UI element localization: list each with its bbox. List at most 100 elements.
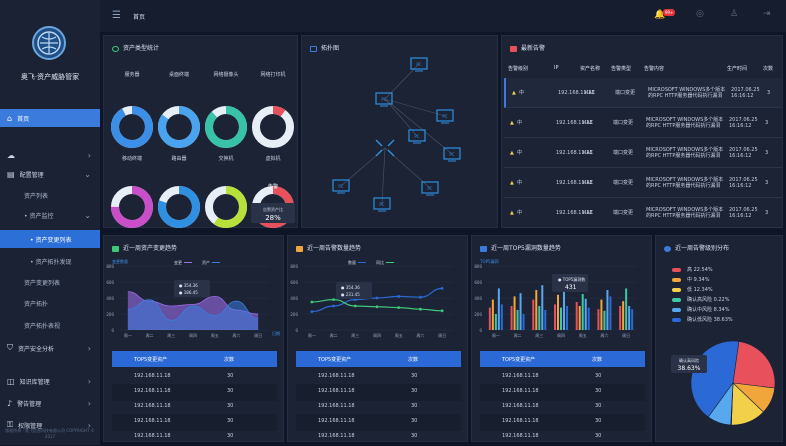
top5-vuln-chart[interactable]: 0 200 400 600 800 周一 周二 周三 周四 周五 周六 周日 TOP5漏洞 ● TOP5漏… <box>472 250 653 346</box>
top5-table-row[interactable]: 192.168.11.18 30 <box>480 369 645 386</box>
chat-icon[interactable]: ◎ <box>696 9 704 19</box>
alarm-level-pie[interactable]: 确认高风险 38.63% <box>656 336 784 441</box>
vuln-bar[interactable] <box>584 298 587 330</box>
sidebar-item-3[interactable]: 资产列表 <box>0 186 100 204</box>
top5-table-row[interactable]: 192.168.11.18 30 <box>112 369 277 386</box>
vuln-bar[interactable] <box>622 301 625 330</box>
pie-slice[interactable] <box>732 341 776 389</box>
top5-table-row[interactable]: 192.168.11.18 30 <box>480 384 645 401</box>
top5-table-row[interactable]: 192.168.11.18 30 <box>480 399 645 416</box>
vuln-bar[interactable] <box>578 306 581 330</box>
line-point[interactable] <box>375 296 379 300</box>
pc-node-icon[interactable] <box>408 129 426 142</box>
alarm-row[interactable]: 中 192.168.11.13 MAC 端口变更 MICROSOFT WINDOWS多个… <box>504 78 782 108</box>
vuln-bar[interactable] <box>600 299 603 330</box>
donut-arc[interactable] <box>158 186 200 228</box>
vuln-bar[interactable] <box>587 307 590 330</box>
line-point[interactable] <box>419 307 422 311</box>
pc-node-icon[interactable] <box>436 109 454 122</box>
switch-icon[interactable] <box>375 139 395 157</box>
user-icon[interactable]: ♙ <box>730 9 739 19</box>
pc-node-icon[interactable] <box>375 92 393 105</box>
top5-table-row[interactable]: 192.168.11.18 30 <box>296 369 461 386</box>
vuln-bar[interactable] <box>491 299 494 330</box>
vuln-bar[interactable] <box>619 306 622 330</box>
vuln-bar[interactable] <box>516 310 519 330</box>
vuln-bar[interactable] <box>603 310 606 330</box>
sidebar-item-7[interactable]: 资产变更列表 <box>0 273 100 291</box>
line-point[interactable] <box>310 300 314 304</box>
sidebar-item-0[interactable]: ⌂ 首页 <box>0 109 100 127</box>
pie-slice[interactable] <box>707 382 734 426</box>
line-point[interactable] <box>353 304 357 308</box>
donut-arc[interactable] <box>158 106 200 148</box>
donut-arc[interactable] <box>205 186 247 228</box>
area-series[interactable] <box>127 299 259 330</box>
line-point[interactable] <box>397 295 401 298</box>
line-point[interactable] <box>440 287 444 290</box>
vuln-bar[interactable] <box>500 304 503 330</box>
vuln-bar[interactable] <box>566 306 568 330</box>
sidebar-item-11[interactable]: ◫ 知识库管理 › <box>0 372 100 390</box>
vuln-bar[interactable] <box>519 293 522 330</box>
sidebar-item-4[interactable]: • 资产监控 ⌄ <box>0 206 100 224</box>
alarm-count-chart[interactable]: 0 200 400 600 800 周一 周二 周三 周四 周五 周六 周日 数量 同比 ● 354.36 ●… <box>288 250 469 346</box>
vuln-bar[interactable] <box>544 310 547 330</box>
donut-arc[interactable] <box>205 106 247 148</box>
topology-graph[interactable]: PC PC PC PC PC PC PC PC <box>302 36 499 229</box>
sidebar-item-10[interactable]: ⛉ 资产安全分析 › <box>0 339 100 357</box>
top5-table-row[interactable]: 192.168.11.18 30 <box>112 414 277 431</box>
vuln-bar[interactable] <box>497 288 500 330</box>
vuln-bar[interactable] <box>563 288 565 330</box>
vuln-bar[interactable] <box>557 294 559 330</box>
pc-node-icon[interactable] <box>421 181 439 194</box>
donut-arc[interactable] <box>111 106 153 148</box>
line-point[interactable] <box>419 295 422 299</box>
vuln-bar[interactable] <box>488 307 491 330</box>
top5-table-row[interactable]: 192.168.11.18 30 <box>296 384 461 401</box>
line-point[interactable] <box>440 309 444 313</box>
line-point[interactable] <box>332 304 335 308</box>
alarm-row[interactable]: 中 192.168.11.13 MAC 端口变更 MICROSOFT WINDOWS多个… <box>504 108 782 138</box>
vuln-bar[interactable] <box>597 309 600 330</box>
vuln-bar[interactable] <box>522 314 525 330</box>
top5-table-row[interactable]: 192.168.11.18 30 <box>480 414 645 431</box>
sidebar-item-2[interactable]: ▤ 配置管理 ⌄ <box>0 165 100 183</box>
sidebar-item-6[interactable]: • 资产拓扑发现 <box>0 252 100 270</box>
pie-legend-item[interactable]: 中 9.34% <box>672 276 709 283</box>
sidebar-item-5[interactable]: • 资产变更列表 <box>0 230 100 248</box>
top5-table-row[interactable]: 192.168.11.18 30 <box>112 399 277 416</box>
donut-arc[interactable] <box>111 186 153 228</box>
pc-node-icon[interactable] <box>410 57 428 70</box>
line-point[interactable] <box>310 310 314 313</box>
vuln-bar[interactable] <box>494 314 497 330</box>
vuln-bar[interactable] <box>560 307 562 330</box>
vuln-bar[interactable] <box>625 288 628 330</box>
vuln-bar[interactable] <box>510 306 513 330</box>
vuln-bar[interactable] <box>575 302 578 330</box>
vuln-bar[interactable] <box>535 290 538 330</box>
vuln-bar[interactable] <box>554 304 556 330</box>
alarm-row[interactable]: 中 192.168.11.13 MAC 端口变更 MICROSOFT WINDOWS多个… <box>504 168 782 198</box>
pie-legend-item[interactable]: 高 22.54% <box>672 266 713 273</box>
donut-arc[interactable] <box>252 106 294 148</box>
sidebar-item-8[interactable]: 资产拓扑 <box>0 294 100 312</box>
menu-toggle-icon[interactable]: ☰ <box>112 10 121 21</box>
pie-legend-item[interactable]: 确认低风险 38.63% <box>672 316 733 323</box>
top5-table-row[interactable]: 192.168.11.18 30 <box>296 414 461 431</box>
logout-icon[interactable]: ⇥ <box>763 9 771 19</box>
alarm-row[interactable]: 中 192.168.11.13 MAC 端口变更 MICROSOFT WINDOWS多个… <box>504 138 782 168</box>
vuln-bar[interactable] <box>628 306 631 330</box>
top5-table-row[interactable]: 192.168.11.18 30 <box>296 399 461 416</box>
line-point[interactable] <box>332 298 335 301</box>
sidebar-item-12[interactable]: ♪ 警告管理 › <box>0 394 100 412</box>
pc-node-icon[interactable] <box>443 147 461 160</box>
top5-table-row[interactable]: 192.168.11.18 30 <box>296 429 461 446</box>
pc-node-icon[interactable] <box>332 179 350 192</box>
alarm-row[interactable]: 中 192.168.11.13 MAC 端口变更 MICROSOFT WINDOWS多个… <box>504 198 782 228</box>
sidebar-item-9[interactable]: 资产拓扑表视 <box>0 316 100 334</box>
vuln-bar[interactable] <box>541 285 544 330</box>
vuln-bar[interactable] <box>631 309 634 330</box>
vuln-bar[interactable] <box>513 296 516 330</box>
